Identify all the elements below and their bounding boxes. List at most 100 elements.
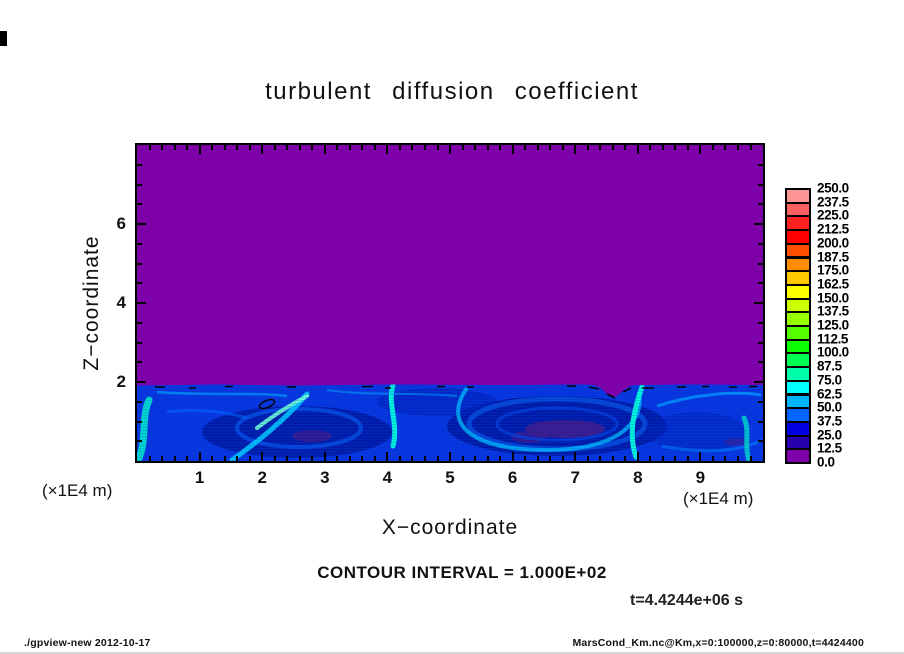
x-tick-mark [273,456,276,461]
x-tick-mark [486,145,489,150]
x-tick-mark [411,145,414,150]
x-tick-mark [699,145,702,154]
colorbar-tick-label: 150.0 [817,290,849,306]
y-tick-mark [137,420,142,423]
y-tick-mark [758,420,763,423]
y-tick-mark [758,183,763,186]
colorbar-tick-label: 237.5 [817,194,849,210]
time-annotation: t=4.4244e+06 s [630,592,743,609]
x-tick-mark [461,145,464,150]
x-tick-mark [611,456,614,461]
x-tick-mark [674,456,677,461]
colorbar-tick-label: 75.0 [817,372,842,388]
y-tick-mark [137,203,142,206]
x-tick-mark [186,145,189,150]
y-tick-mark [137,163,142,166]
x-tick-mark [599,456,602,461]
x-tick-mark [461,456,464,461]
y-axis-unit-label: (×1E4 m) [42,481,113,500]
x-tick-mark [561,145,564,150]
y-tick-label: 2 [116,372,126,391]
x-tick-mark [724,456,727,461]
y-tick-mark [754,381,763,383]
colorbar-tick-label: 187.5 [817,249,849,264]
x-tick-mark [561,456,564,461]
colorbar-tick-label: 162.5 [817,276,849,292]
y-tick-mark [137,341,142,344]
x-tick-mark [524,456,527,461]
x-tick-mark [536,145,539,150]
y-tick-mark [758,262,763,265]
x-tick-mark [486,456,489,461]
x-tick-mark [574,145,577,154]
x-tick-mark [599,145,602,150]
y-tick-mark [758,361,763,364]
x-tick-mark [398,145,401,150]
y-tick-mark [137,223,146,225]
footer-datasource-label: MarsCond_Km.nc@Km,x=0:100000,z=0:80000,t… [572,637,864,649]
x-tick-mark [574,452,577,461]
x-tick-mark [499,145,502,150]
x-tick-mark [336,145,339,150]
x-tick-mark [361,456,364,461]
x-tick-mark [211,145,214,150]
x-tick-mark [586,456,589,461]
colorbar-tick-label: 225.0 [817,207,849,223]
x-tick-mark [586,145,589,150]
y-tick-mark [754,302,763,304]
x-tick-label: 9 [695,468,706,487]
colorbar-tick-label: 112.5 [817,331,849,347]
x-tick-mark [636,145,639,154]
x-tick-mark [436,145,439,150]
x-tick-mark [273,145,276,150]
x-tick-mark [674,145,677,150]
x-tick-mark [649,145,652,150]
x-tick-mark [724,145,727,150]
x-tick-label: 5 [445,468,455,487]
x-tick-mark [286,145,289,150]
plot-area [135,143,765,463]
x-tick-mark [449,145,451,154]
footer-command-label: ./gpview-new 2012-10-17 [24,637,151,649]
x-tick-mark [424,145,426,150]
y-tick-mark [758,440,763,443]
x-tick-mark [536,456,539,461]
x-tick-mark [649,456,652,461]
x-tick-mark [686,145,689,150]
x-tick-mark [211,456,214,461]
x-tick-mark [148,456,151,461]
x-tick-mark [661,145,664,150]
colorbar [785,188,811,464]
x-tick-mark [373,456,376,461]
x-tick-mark [737,456,739,461]
x-tick-mark [449,452,451,461]
y-tick-mark [758,282,763,285]
x-tick-mark [661,456,664,461]
x-tick-mark [248,456,251,461]
x-tick-mark [361,145,364,150]
x-tick-mark [223,145,226,150]
x-tick-mark [161,145,163,150]
x-tick-mark [749,456,752,461]
x-tick-label: 3 [320,468,330,487]
y-tick-mark [137,381,146,383]
y-tick-mark [137,321,142,324]
y-tick-mark [137,183,142,186]
x-tick-mark [236,145,239,150]
x-tick-mark [711,145,714,150]
colorbar-tick-label: 175.0 [817,262,849,278]
screen-edge-artifact [0,31,7,46]
y-tick-label: 4 [116,293,126,312]
x-tick-mark [298,456,301,461]
x-tick-mark [186,456,189,461]
x-tick-mark [511,145,514,154]
x-tick-mark [311,145,314,150]
y-tick-mark [137,361,142,364]
x-tick-mark [699,452,702,461]
colorbar-tick-label: 125.0 [817,317,849,333]
x-tick-mark [323,145,326,154]
x-tick-mark [161,456,163,461]
x-tick-mark [436,456,439,461]
x-tick-mark [173,456,176,461]
